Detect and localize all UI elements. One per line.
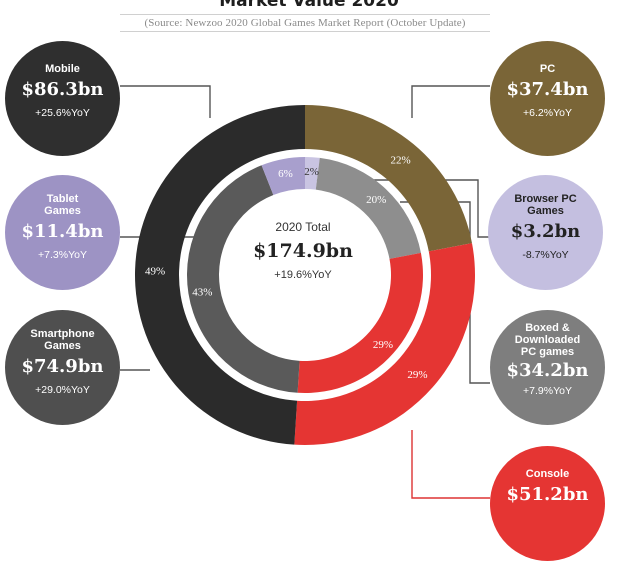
badge-boxed-yoy: +7.9%YoY bbox=[523, 385, 572, 397]
inner-label-4: 6% bbox=[278, 168, 293, 180]
leader-line-0 bbox=[120, 85, 211, 118]
outer-label-1: 29% bbox=[407, 369, 427, 381]
leader-line-6 bbox=[411, 430, 490, 499]
inner-label-0: 2% bbox=[304, 166, 319, 178]
inner-label-3: 43% bbox=[192, 286, 212, 298]
badge-browser-yoy: -8.7%YoY bbox=[522, 249, 569, 261]
badge-console-value: $51.2bn bbox=[506, 484, 589, 505]
badge-console-name: Console bbox=[525, 468, 570, 480]
center-label: 2020 Total bbox=[275, 220, 331, 234]
badge-mobile: Mobile $86.3bn +25.6%YoY bbox=[5, 41, 120, 156]
inner-slice-tablet-games bbox=[261, 157, 305, 196]
outer-ring bbox=[135, 105, 475, 445]
badge-mobile-yoy: +25.6%YoY bbox=[35, 107, 90, 119]
badge-tablet-value: $11.4bn bbox=[21, 221, 104, 242]
badge-boxed-name: Boxed & Downloaded PC games bbox=[514, 322, 581, 358]
center-value: $174.9bn bbox=[253, 240, 353, 262]
badge-smartphone-yoy: +29.0%YoY bbox=[35, 384, 90, 396]
outer-slice-console bbox=[294, 243, 475, 445]
outer-label-2: 49% bbox=[145, 265, 165, 277]
market-chart: 22% 29% 49% 2% 20% 29% 43% 6% bbox=[120, 85, 490, 499]
badge-pc-value: $37.4bn bbox=[506, 79, 589, 100]
badge-mobile-name: Mobile bbox=[45, 63, 80, 75]
badge-smartphone-value: $74.9bn bbox=[21, 356, 104, 377]
leader-line-1 bbox=[411, 85, 490, 118]
inner-ring bbox=[187, 157, 423, 394]
badge-tablet-yoy: +7.3%YoY bbox=[38, 249, 87, 261]
badge-pc: PC $37.4bn +6.2%YoY bbox=[490, 41, 605, 156]
badge-tablet: Tablet Games $11.4bn +7.3%YoY bbox=[5, 175, 120, 290]
badge-boxed-value: $34.2bn bbox=[506, 360, 589, 381]
badge-smartphone-name: Smartphone Games bbox=[30, 328, 95, 352]
inner-slice-console bbox=[297, 252, 423, 394]
badge-browser: Browser PC Games $3.2bn -8.7%YoY bbox=[488, 175, 603, 290]
badge-pc-name: PC bbox=[539, 63, 556, 75]
inner-slice-browser-pc-games bbox=[305, 157, 320, 190]
badge-tablet-name: Tablet Games bbox=[44, 193, 81, 217]
center-yoy: +19.6%YoY bbox=[274, 269, 332, 281]
inner-slice-boxed-downloaded-pc-games bbox=[315, 157, 421, 259]
badge-smartphone: Smartphone Games $74.9bn +29.0%YoY bbox=[5, 310, 120, 425]
chart-source: (Source: Newzoo 2020 Global Games Market… bbox=[120, 14, 490, 32]
center-total: 2020 Total $174.9bn +19.6%YoY bbox=[228, 220, 378, 281]
outer-label-0: 22% bbox=[391, 154, 411, 166]
badge-boxed: Boxed & Downloaded PC games $34.2bn +7.9… bbox=[490, 310, 605, 425]
inner-label-1: 20% bbox=[366, 194, 386, 206]
badge-pc-yoy: +6.2%YoY bbox=[523, 107, 572, 119]
badge-browser-value: $3.2bn bbox=[510, 221, 581, 242]
outer-slice-mobile bbox=[135, 105, 305, 445]
outer-slice-pc bbox=[305, 105, 472, 252]
inner-label-2: 29% bbox=[373, 339, 393, 351]
badge-console: Console $51.2bn bbox=[490, 446, 605, 561]
inner-slice-smartphone-games bbox=[187, 165, 300, 393]
chart-title: Market Value 2020 bbox=[219, 0, 399, 11]
badge-mobile-value: $86.3bn bbox=[21, 79, 104, 100]
ring-labels: 22% 29% 49% 2% 20% 29% 43% 6% bbox=[145, 154, 428, 381]
badge-browser-name: Browser PC Games bbox=[514, 193, 577, 217]
